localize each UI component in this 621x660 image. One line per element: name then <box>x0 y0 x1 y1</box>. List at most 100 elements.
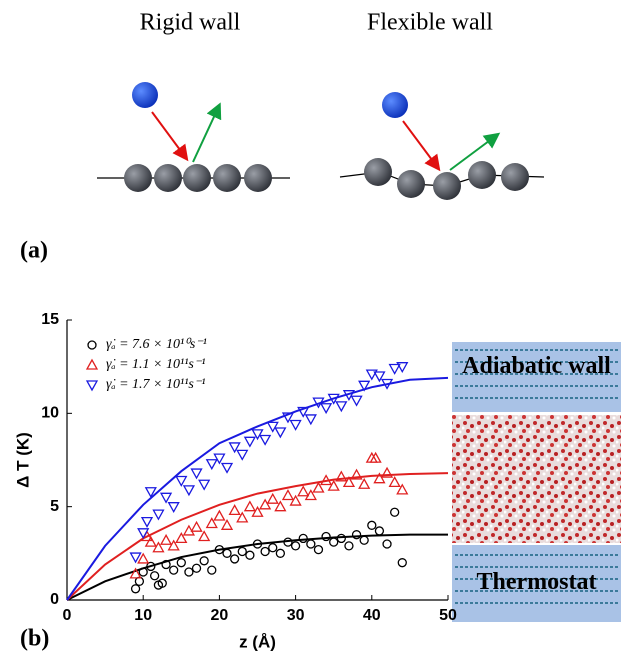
point <box>144 487 157 499</box>
legend-label: γ̇ₐ = 1.7 × 10¹¹s⁻¹ <box>106 377 205 392</box>
panel-label: (b) <box>20 626 49 652</box>
point <box>184 567 194 577</box>
point <box>159 492 173 504</box>
point <box>336 533 346 544</box>
point <box>157 578 167 588</box>
point <box>327 479 340 491</box>
point <box>252 539 263 549</box>
panel-label: (a) <box>20 238 48 264</box>
point <box>167 502 180 514</box>
point <box>152 509 165 521</box>
point <box>236 511 249 523</box>
point <box>313 544 324 555</box>
point <box>390 507 400 517</box>
point <box>369 451 382 463</box>
point <box>259 434 272 446</box>
point <box>213 453 226 465</box>
point <box>191 563 202 573</box>
point <box>289 494 302 506</box>
x-axis-label: z (Å) <box>239 632 276 651</box>
point <box>205 517 218 529</box>
flexible-title: Flexible wall <box>367 10 493 36</box>
x-tick-label: 20 <box>211 607 229 624</box>
point <box>237 546 247 557</box>
point <box>149 571 160 581</box>
point <box>397 558 407 568</box>
point <box>205 459 218 471</box>
point <box>359 535 369 545</box>
point <box>266 421 279 433</box>
fit-line <box>66 472 449 601</box>
fit-line <box>66 376 449 601</box>
point <box>229 554 240 564</box>
point <box>297 485 310 497</box>
point <box>380 378 394 390</box>
plot: 0 5 10 15 0 10 20 30 40 50 z (Å) Δ T (K) γ̇ₐ = 7.6 ×… <box>13 311 457 651</box>
point <box>214 544 225 555</box>
point <box>228 442 241 454</box>
point <box>281 489 295 501</box>
point <box>167 539 180 551</box>
point <box>275 548 286 558</box>
point <box>297 406 310 418</box>
point <box>87 340 97 350</box>
point <box>129 552 142 564</box>
x-tick-label: 10 <box>134 607 152 624</box>
point <box>175 475 188 487</box>
point <box>152 541 165 553</box>
point <box>134 576 145 586</box>
point <box>358 380 371 392</box>
y-tick-label: 15 <box>41 311 59 328</box>
point <box>351 530 362 540</box>
point <box>222 548 232 558</box>
point <box>304 414 317 426</box>
point <box>161 559 171 570</box>
point <box>130 584 141 594</box>
x-tick-label: 40 <box>363 607 381 624</box>
point <box>335 401 348 413</box>
point <box>319 403 333 415</box>
point <box>350 468 363 480</box>
point <box>243 500 256 512</box>
point <box>298 533 308 544</box>
point <box>281 412 295 424</box>
point <box>373 472 386 484</box>
point <box>344 541 354 551</box>
point <box>220 462 234 474</box>
point <box>329 537 339 547</box>
point <box>198 530 211 542</box>
rigid-wall <box>97 82 290 192</box>
point <box>190 520 203 532</box>
point <box>245 550 255 560</box>
point <box>388 476 401 488</box>
point <box>396 483 409 495</box>
y-tick-label: 0 <box>50 591 59 608</box>
point <box>312 481 325 493</box>
point <box>342 390 356 402</box>
point <box>342 476 356 488</box>
point <box>374 526 385 536</box>
point <box>144 535 157 547</box>
point <box>159 533 173 545</box>
point <box>319 474 333 486</box>
point <box>85 380 99 392</box>
point <box>198 479 211 491</box>
point <box>228 504 241 516</box>
point <box>321 531 331 542</box>
legend-label: γ̇ₐ = 1.1 × 10¹¹s⁻¹ <box>106 357 205 372</box>
point <box>169 565 179 575</box>
point <box>274 427 287 439</box>
point <box>350 395 363 407</box>
point <box>251 429 264 441</box>
point <box>306 539 316 549</box>
y-axis-label: Δ T (K) <box>13 432 32 488</box>
point <box>182 485 196 497</box>
x-tick-label: 50 <box>439 607 457 624</box>
point <box>175 532 188 544</box>
point <box>243 436 256 448</box>
point <box>373 371 386 383</box>
simulation-image <box>452 342 621 622</box>
adiabatic-label: Adiabatic wall <box>462 353 611 379</box>
point <box>207 565 217 575</box>
